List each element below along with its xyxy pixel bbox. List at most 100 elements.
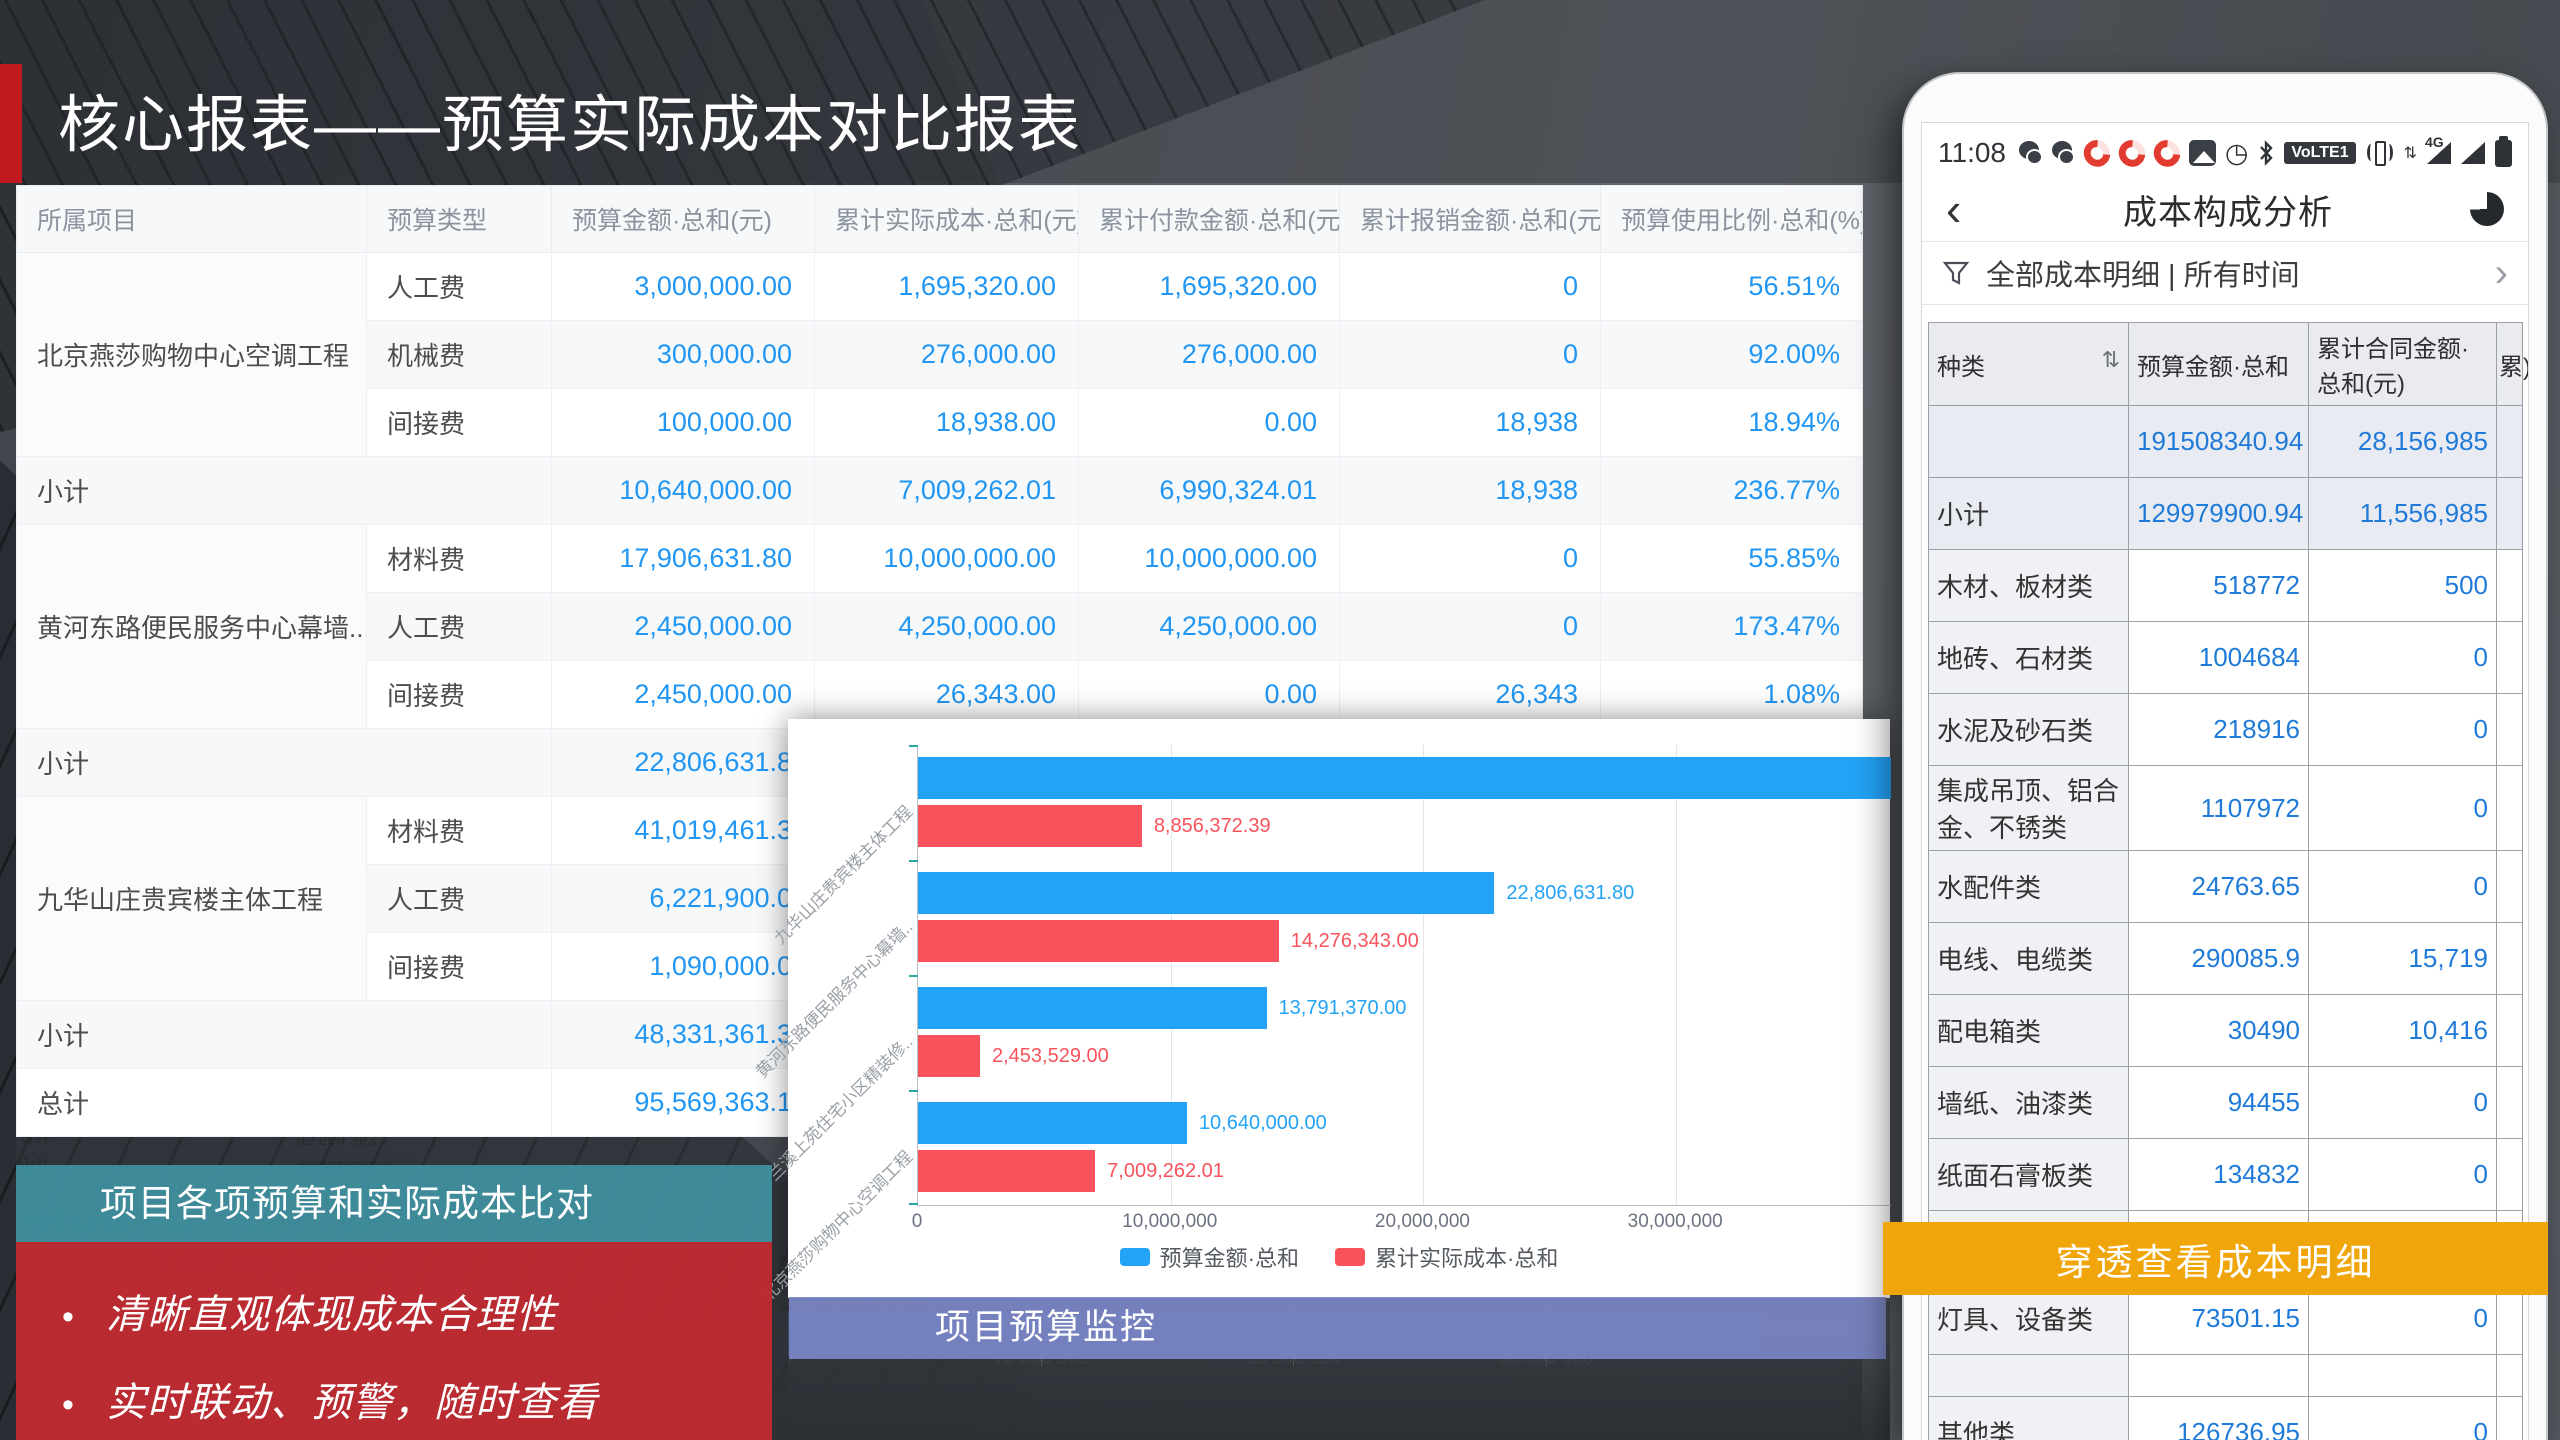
phone-table-row: 水配件类 24763.65 0 — [1928, 850, 2523, 923]
reimbursed-cell: 0 — [1339, 524, 1601, 593]
teal-callout-banner: 项目各项预算和实际成本比对 — [16, 1165, 772, 1242]
bar-actual — [918, 920, 1279, 962]
phone-budget-cell: 1004684 — [2128, 621, 2309, 694]
bullet-item: • 清晰直观体现成本合理性 — [62, 1282, 772, 1340]
phone-col-contract: 累计合同金额·总和(元) — [2308, 322, 2497, 406]
y-axis-tick — [909, 1203, 918, 1205]
signal-4g-icon: 4G — [2425, 134, 2451, 164]
subtotal-label: 小计 — [16, 1000, 552, 1069]
reimbursed-cell: 26,343 — [1339, 660, 1601, 729]
vibrate-icon — [2366, 139, 2394, 167]
bar-value-label: 22,806,631.80 — [1506, 882, 1635, 904]
sort-icon[interactable]: ⇅ — [2101, 346, 2120, 372]
col-header-usage-ratio: 预算使用比例·总和(%) — [1600, 185, 1863, 253]
bar-budget — [918, 872, 1495, 914]
pie-chart-button[interactable] — [2470, 192, 2504, 226]
phone-edge-cell — [2496, 1066, 2523, 1139]
bar-chart-plot: 九华山庄贵宾楼主体工程 8,856,372.39 黄河东路便民服务中心幕墙.. 22,… — [752, 745, 1891, 1305]
phone-edge-cell — [2496, 850, 2523, 923]
phone-table-row: 纸面石膏板类 134832 0 — [1928, 1138, 2523, 1211]
phone-category-cell: 墙纸、油漆类 — [1928, 1066, 2129, 1139]
phone-table-row: 电线、电缆类 290085.9 15,719 — [1928, 922, 2523, 995]
x-tick-label: 0 — [911, 1211, 923, 1232]
notification-ring-icon — [2078, 134, 2116, 172]
phone-table-row: 水泥及砂石类 218916 0 — [1928, 693, 2523, 766]
gridline — [1676, 745, 1678, 1205]
bullet-dot: • — [62, 1385, 75, 1424]
usage-ratio-cell: 1.08% — [1600, 660, 1863, 729]
project-cell: 北京燕莎购物中心空调工程 — [16, 252, 367, 457]
bar-budget — [918, 757, 1891, 799]
phone-contract-cell: 0 — [2308, 621, 2497, 694]
legend-item: 累计实际成本·总和 — [1335, 1241, 1558, 1273]
phone-category-cell: 集成吊顶、铝合金、不锈类 — [1928, 765, 2129, 851]
paid-amount-cell: 0.00 — [1078, 388, 1340, 457]
bar-value-label: 10,640,000.00 — [1198, 1112, 1327, 1134]
phone-contract-cell: 0 — [2308, 765, 2497, 851]
budget-type-cell: 材料费 — [366, 796, 552, 865]
table-row: 机械费 300,000.00 276,000.00 276,000.00 0 9… — [17, 320, 1863, 389]
x-tick-label: 30,000,000 — [1627, 1211, 1723, 1232]
bullet-text: 实时联动、预警，随时查看 — [106, 1381, 598, 1425]
phone-category-cell: 水泥及砂石类 — [1928, 693, 2129, 766]
y-axis-tick — [909, 1090, 918, 1092]
x-tick-label: 10,000,000 — [1122, 1211, 1218, 1232]
phone-edge-cell — [2496, 693, 2523, 766]
phone-contract-cell: 0 — [2308, 1396, 2497, 1440]
usage-ratio-cell: 18.94% — [1600, 388, 1863, 457]
y-axis-tick — [909, 745, 918, 747]
bar-budget — [918, 1102, 1187, 1144]
phone-table-row: 配电箱类 30490 10,416 — [1928, 994, 2523, 1067]
x-axis: 0 10,000,000 20,000,000 30,000,000 — [912, 1211, 1890, 1241]
alarm-icon: ◷ — [2224, 137, 2249, 168]
phone-edge-cell — [2496, 1138, 2523, 1211]
phone-table-row — [1928, 1354, 2523, 1397]
project-cell: 黄河东路便民服务中心幕墙... — [16, 524, 367, 729]
notification-ring-icon — [2113, 134, 2151, 172]
phone-table-row: 集成吊顶、铝合金、不锈类 1107972 0 — [1928, 765, 2523, 851]
bar-value-label: 13,791,370.00 — [1278, 997, 1407, 1019]
y-axis-tick — [909, 860, 918, 862]
phone-budget-cell: 24763.65 — [2128, 850, 2309, 923]
divider — [1922, 241, 2528, 242]
phone-category-cell: 水配件类 — [1928, 850, 2129, 923]
bullet-dot: • — [62, 1297, 75, 1336]
signal-4g-label: 4G — [2425, 134, 2444, 150]
budget-amount-cell: 6,221,900.0 — [551, 864, 815, 933]
phone-budget-cell: 218916 — [2128, 693, 2309, 766]
usage-ratio-cell: 55.85% — [1600, 524, 1863, 593]
bar-value-label: 14,276,343.00 — [1290, 930, 1419, 952]
phone-contract-cell: 10,416 — [2308, 994, 2497, 1067]
bar-actual — [918, 1035, 980, 1077]
reimbursed-cell: 0 — [1339, 320, 1601, 389]
filter-funnel-icon — [1942, 261, 1970, 285]
budget-amount-cell: 2,450,000.00 — [551, 592, 815, 661]
filter-row[interactable]: 全部成本明细 | 所有时间 › — [1922, 242, 2528, 304]
paid-amount-cell: 10,000,000.00 — [1078, 524, 1340, 593]
budget-amount-cell: 100,000.00 — [551, 388, 815, 457]
phone-category-cell — [1928, 405, 2129, 478]
budget-amount-cell: 1,090,000.0 — [551, 932, 815, 1001]
phone-col-clipped: 累) — [2496, 322, 2528, 406]
phone-contract-cell: 0 — [2308, 850, 2497, 923]
divider — [1922, 304, 2528, 305]
back-button[interactable]: ‹ — [1946, 183, 1962, 235]
budget-type-cell: 人工费 — [366, 592, 552, 661]
budget-amount-cell: 10,640,000.00 — [551, 456, 815, 525]
table-row: 间接费 2,450,000.00 26,343.00 0.00 26,343 1… — [17, 660, 1863, 729]
legend-item: 预算金额·总和 — [1119, 1241, 1299, 1273]
project-cell: 九华山庄贵宾楼主体工程 — [16, 796, 367, 1001]
phone-budget-cell: 518772 — [2128, 549, 2309, 622]
col-header-project: 所属项目 — [16, 185, 367, 253]
status-right-cluster: ◷ VoLTE1 ⇅ 4G — [2224, 134, 2512, 168]
bullet-item: • 实时联动、预警，随时查看 — [62, 1370, 772, 1428]
reimbursed-cell: 0 — [1339, 252, 1601, 321]
chevron-right-icon[interactable]: › — [2494, 251, 2508, 295]
phone-contract-cell: 0 — [2308, 693, 2497, 766]
red-accent-bar — [0, 64, 22, 183]
legend-swatch-icon — [1119, 1248, 1150, 1266]
bar-value-label: 7,009,262.01 — [1107, 1160, 1224, 1182]
red-bullet-panel: • 清晰直观体现成本合理性 • 实时联动、预警，随时查看 — [16, 1242, 772, 1440]
usage-ratio-cell: 236.77% — [1600, 456, 1863, 525]
